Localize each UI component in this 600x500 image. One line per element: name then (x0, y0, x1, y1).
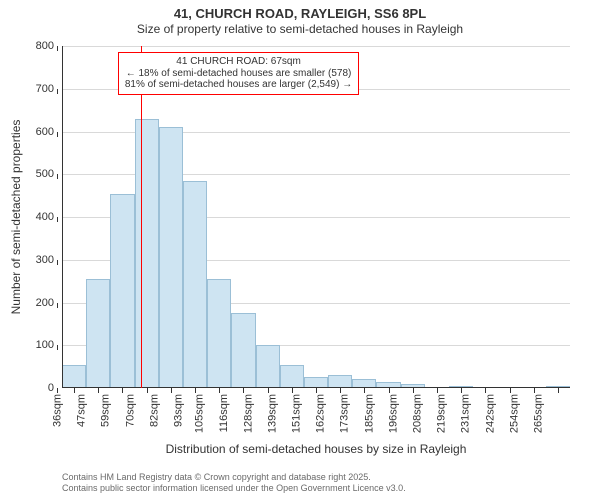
histogram-bar (256, 345, 280, 388)
y-axis (62, 46, 63, 388)
y-tick (57, 89, 58, 94)
x-tick (364, 388, 365, 393)
x-tick (292, 388, 293, 393)
x-tick-label: 162sqm (315, 394, 327, 433)
x-tick (413, 388, 414, 393)
x-tick (389, 388, 390, 393)
chart-title: 41, CHURCH ROAD, RAYLEIGH, SS6 8PL (0, 0, 600, 22)
x-tick-label: 59sqm (100, 394, 112, 427)
y-tick (57, 217, 58, 222)
annotation-line: ← 18% of semi-detached houses are smalle… (125, 68, 352, 80)
x-tick-label: 151sqm (290, 394, 302, 433)
y-tick (57, 260, 58, 265)
x-tick-label: 82sqm (148, 394, 160, 427)
y-tick-label: 0 (48, 382, 54, 394)
x-tick (74, 388, 75, 393)
x-tick (219, 388, 220, 393)
histogram-bar (183, 181, 207, 388)
x-tick-label: 47sqm (76, 394, 88, 427)
x-tick (461, 388, 462, 393)
x-tick-label: 231sqm (460, 394, 472, 433)
histogram-bar (86, 279, 110, 388)
attribution-footer: Contains HM Land Registry data © Crown c… (62, 472, 406, 495)
x-tick (98, 388, 99, 393)
histogram-bar (207, 279, 231, 388)
y-tick-label: 300 (36, 254, 54, 266)
x-tick-label: 36sqm (52, 394, 64, 427)
y-tick (57, 46, 58, 51)
y-tick (57, 345, 58, 350)
histogram-bar (231, 313, 255, 388)
x-tick-label: 139sqm (266, 394, 278, 433)
x-tick-label: 173sqm (339, 394, 351, 433)
histogram-bar (159, 127, 183, 388)
x-tick (268, 388, 269, 393)
grid-line (62, 46, 570, 47)
x-axis (62, 387, 570, 388)
y-tick-label: 100 (36, 339, 54, 351)
x-tick (171, 388, 172, 393)
x-tick-label: 265sqm (532, 394, 544, 433)
x-tick (485, 388, 486, 393)
x-tick-label: 93sqm (173, 394, 185, 427)
histogram-bar (62, 365, 86, 389)
footer-line: Contains HM Land Registry data © Crown c… (62, 472, 406, 483)
x-tick-label: 105sqm (194, 394, 206, 433)
x-tick (243, 388, 244, 393)
x-tick-label: 208sqm (411, 394, 423, 433)
chart-subtitle: Size of property relative to semi-detach… (0, 22, 600, 37)
plot-area: 010020030040050060070080036sqm47sqm59sqm… (62, 46, 570, 388)
x-tick (534, 388, 535, 393)
x-tick-label: 196sqm (387, 394, 399, 433)
x-tick (316, 388, 317, 393)
y-tick-label: 600 (36, 126, 54, 138)
footer-line: Contains public sector information licen… (62, 483, 406, 494)
x-tick-label: 70sqm (124, 394, 136, 427)
y-tick-label: 200 (36, 297, 54, 309)
x-tick (510, 388, 511, 393)
property-marker-line (141, 46, 142, 388)
histogram-bar (110, 194, 134, 389)
x-tick-label: 219sqm (436, 394, 448, 433)
x-tick (437, 388, 438, 393)
x-tick (558, 388, 559, 393)
y-tick-label: 700 (36, 83, 54, 95)
x-tick-label: 242sqm (484, 394, 496, 433)
histogram-bar (135, 119, 159, 388)
x-tick-label: 254sqm (508, 394, 520, 433)
y-tick (57, 303, 58, 308)
annotation-line: 81% of semi-detached houses are larger (… (125, 79, 352, 91)
property-size-chart: 41, CHURCH ROAD, RAYLEIGH, SS6 8PLSize o… (0, 0, 600, 500)
y-tick (57, 174, 58, 179)
y-tick (57, 388, 58, 393)
x-axis-title: Distribution of semi-detached houses by … (166, 442, 467, 456)
x-tick-label: 116sqm (218, 394, 230, 432)
y-tick-label: 500 (36, 168, 54, 180)
y-axis-title: Number of semi-detached properties (9, 120, 23, 315)
annotation-box: 41 CHURCH ROAD: 67sqm← 18% of semi-detac… (118, 52, 359, 95)
annotation-line: 41 CHURCH ROAD: 67sqm (125, 56, 352, 68)
x-tick (195, 388, 196, 393)
x-tick (147, 388, 148, 393)
y-tick-label: 400 (36, 211, 54, 223)
x-tick-label: 128sqm (242, 394, 254, 433)
x-tick-label: 185sqm (363, 394, 375, 433)
y-tick-label: 800 (36, 40, 54, 52)
y-tick (57, 132, 58, 137)
histogram-bar (280, 365, 304, 389)
x-tick (340, 388, 341, 393)
x-tick (122, 388, 123, 393)
